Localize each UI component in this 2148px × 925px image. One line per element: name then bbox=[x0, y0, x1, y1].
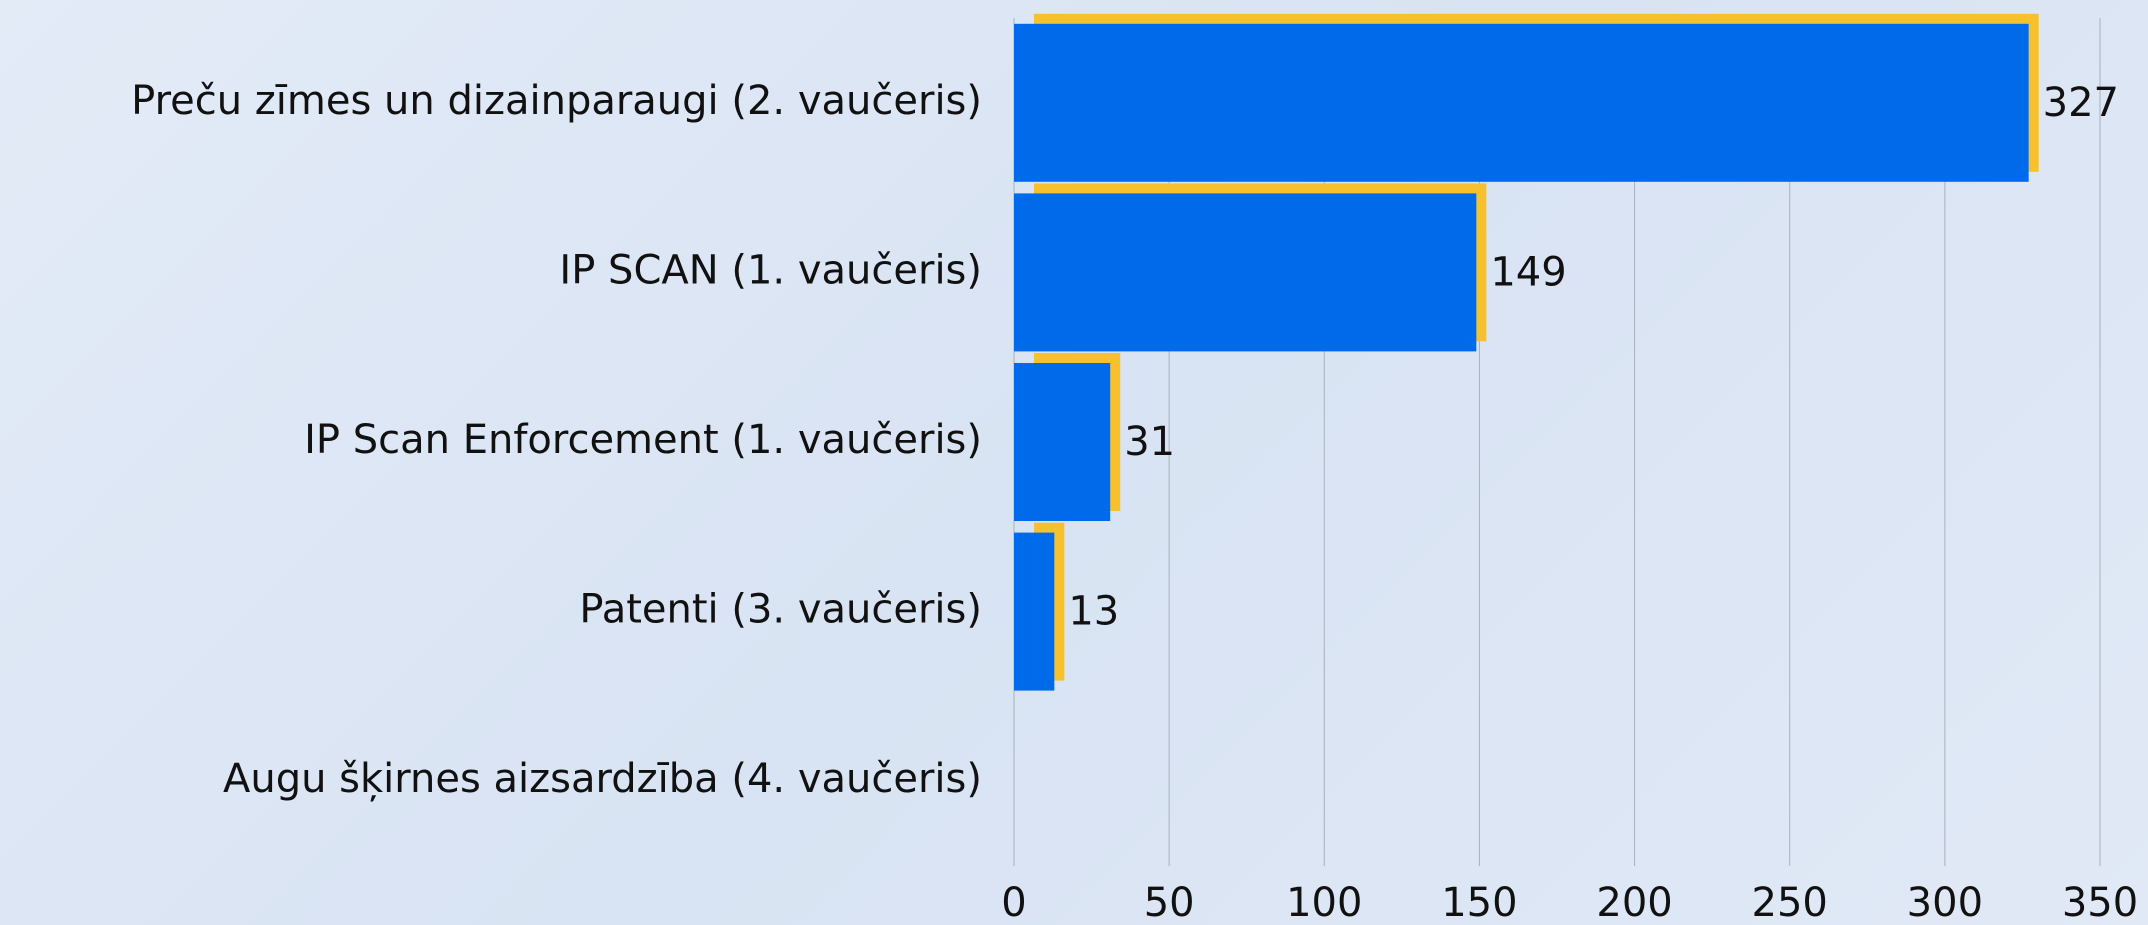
value-label: 327 bbox=[2043, 80, 2119, 126]
bar bbox=[1014, 363, 1110, 521]
y-tick-label: IP SCAN (1. vaučeris) bbox=[559, 247, 982, 293]
x-tick-label: 350 bbox=[2062, 880, 2138, 925]
x-tick-label: 0 bbox=[1001, 880, 1026, 925]
y-tick-label: Preču zīmes un dizainparaugi (2. vaučeri… bbox=[131, 78, 982, 124]
value-label: 13 bbox=[1068, 589, 1119, 635]
x-tick-label: 150 bbox=[1441, 880, 1517, 925]
chart: 0 50 100 150 200 250 300 350 Preču zīmes un diza… bbox=[0, 0, 2148, 925]
x-tick-label: 250 bbox=[1752, 880, 1828, 925]
x-tick-label: 100 bbox=[1286, 880, 1362, 925]
page: 0 50 100 150 200 250 300 350 Preču zīmes un diza… bbox=[0, 0, 2148, 925]
x-tick-label: 50 bbox=[1144, 880, 1195, 925]
x-tick-label: 300 bbox=[1907, 880, 1983, 925]
bar bbox=[1014, 533, 1054, 691]
x-tick-label: 200 bbox=[1596, 880, 1672, 925]
bar bbox=[1014, 24, 2029, 182]
y-tick-label: IP Scan Enforcement (1. vaučeris) bbox=[304, 417, 982, 463]
y-tick-label: Patenti (3. vaučeris) bbox=[579, 587, 982, 633]
value-label: 31 bbox=[1124, 419, 1175, 465]
bar bbox=[1014, 193, 1476, 351]
y-tick-label: Augu šķirnes aizsardzība (4. vaučeris) bbox=[223, 756, 982, 802]
value-label: 149 bbox=[1490, 249, 1566, 295]
